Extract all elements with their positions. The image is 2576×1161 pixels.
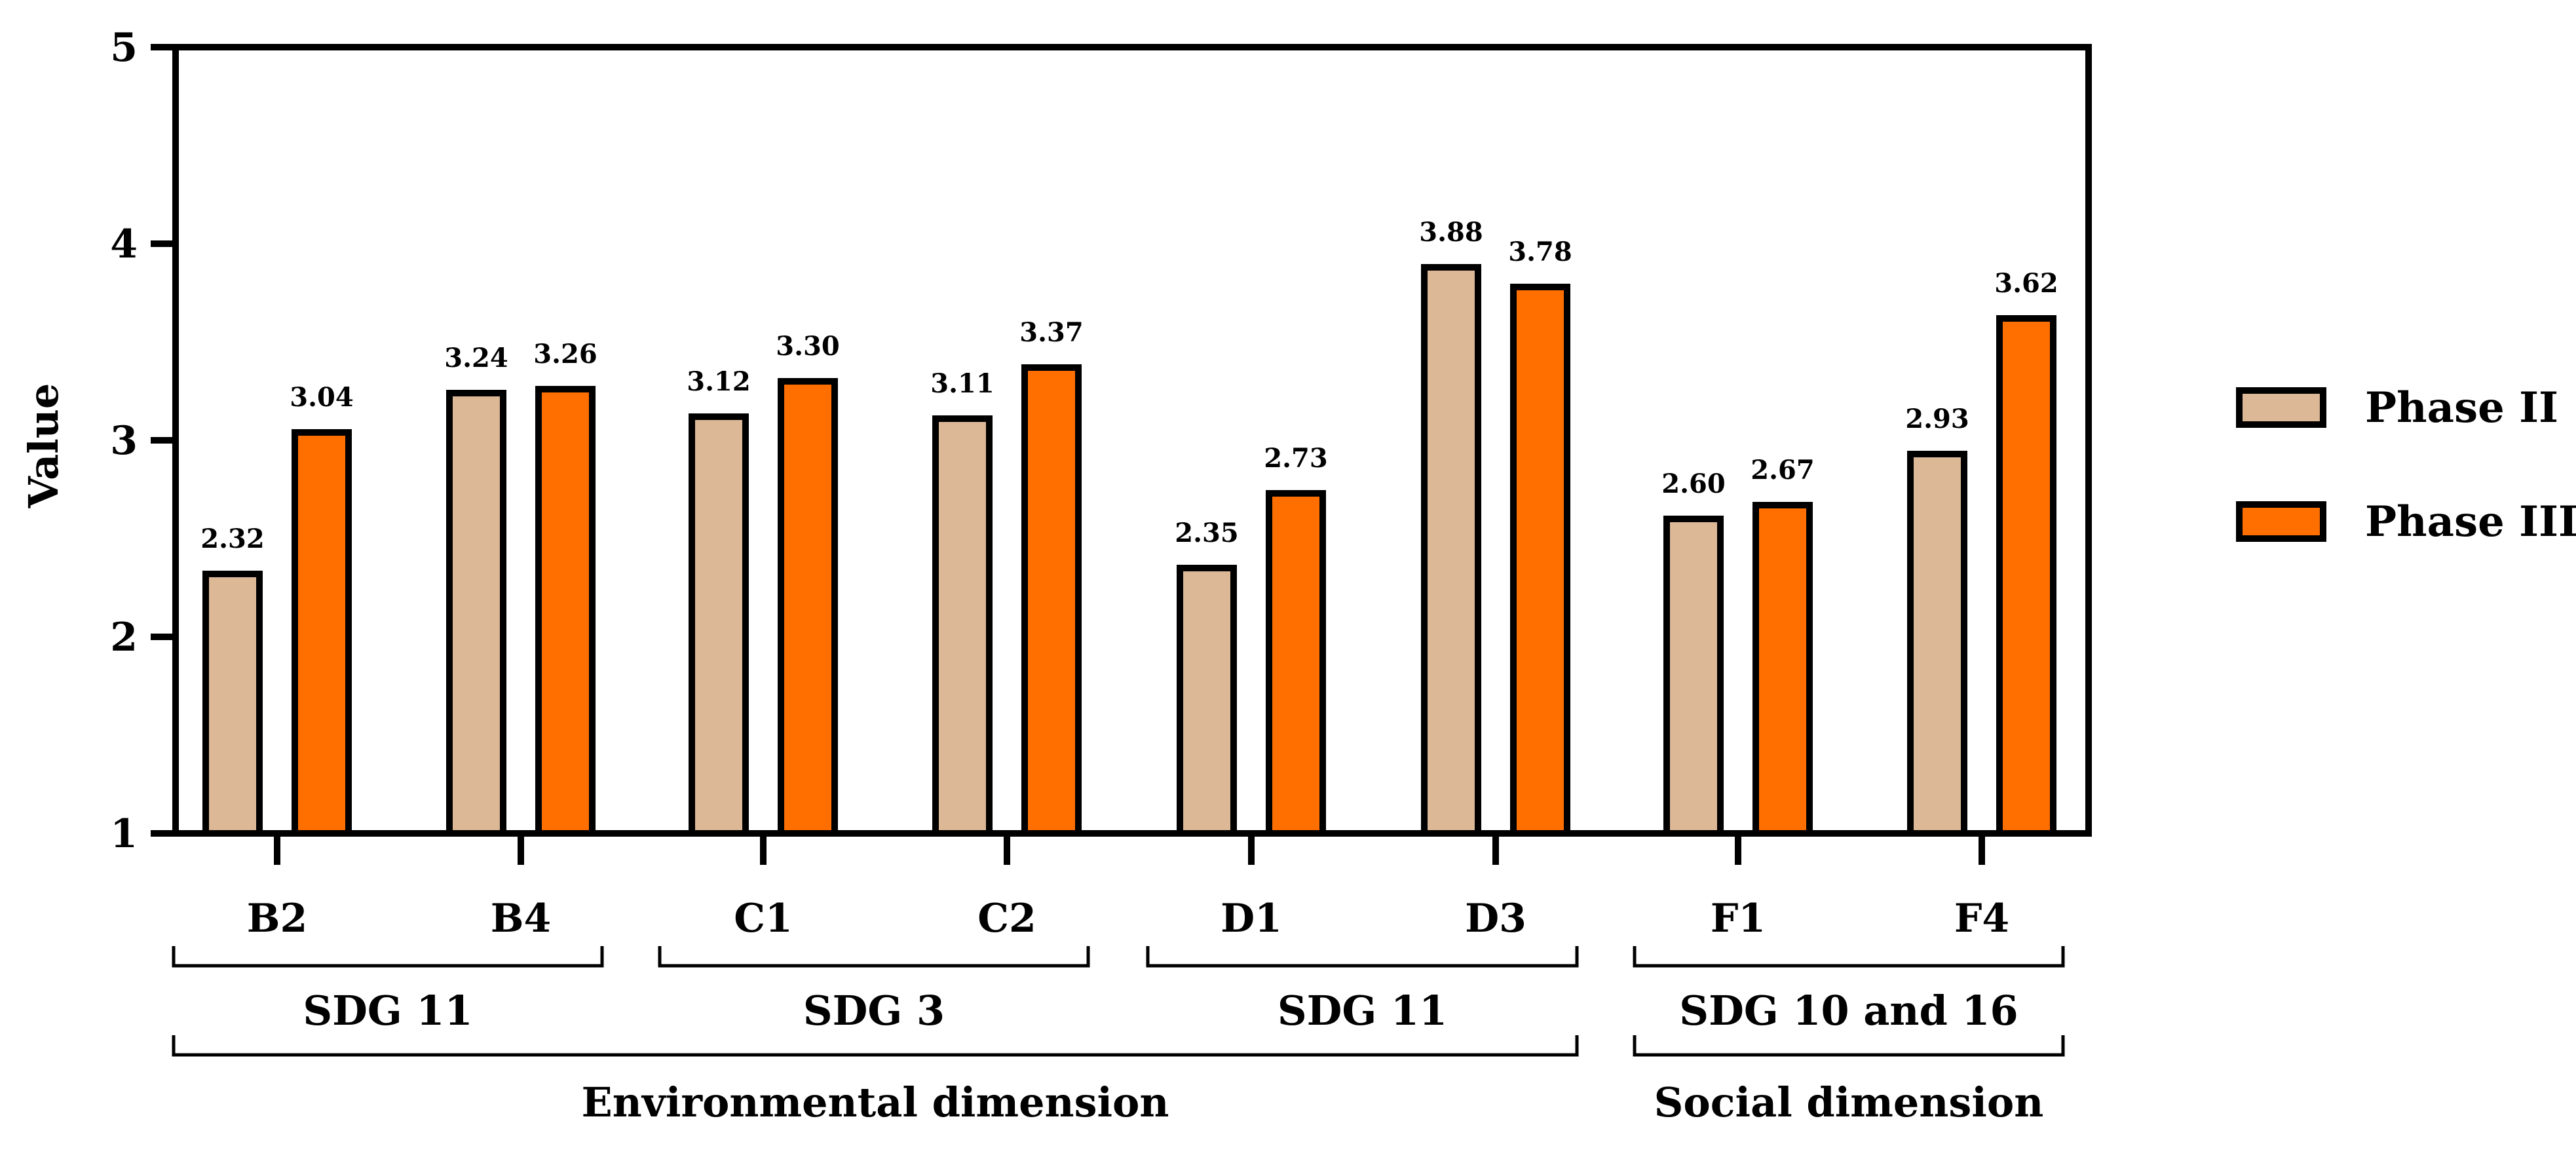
bar-phase-ii-f4 — [1907, 451, 1967, 837]
legend-label-phase-iii: Phase III — [2365, 497, 2576, 546]
x-tick-label: F4 — [1954, 896, 2009, 942]
data-label: 2.73 — [1264, 443, 1327, 474]
x-tick-label: B2 — [247, 896, 307, 942]
dimension-bracket — [172, 1035, 1579, 1057]
x-tick-label: C2 — [977, 896, 1036, 942]
x-tick-label: B4 — [491, 896, 551, 942]
data-label: 3.24 — [444, 343, 508, 373]
bar-phase-ii-c2 — [932, 415, 993, 837]
data-label: 2.67 — [1751, 455, 1814, 485]
data-label: 3.78 — [1508, 237, 1572, 267]
legend-swatch-phase-iii — [2236, 501, 2326, 542]
bar-phase-ii-c1 — [689, 413, 749, 837]
x-tick-label: D1 — [1221, 896, 1282, 942]
legend-swatch-phase-ii — [2236, 387, 2326, 428]
x-tick-label: F1 — [1711, 896, 1766, 942]
plot-area: 2.32 3.24 3.12 3.11 2.35 3.88 2.60 2.93 3.04 3.26… — [110, 25, 2092, 1126]
data-label: 3.30 — [776, 331, 839, 362]
x-tick-label: D3 — [1465, 896, 1526, 942]
data-label: 3.26 — [533, 339, 597, 370]
y-tick-label: 4 — [110, 221, 138, 267]
dimension-label: Environmental dimension — [581, 1078, 1169, 1126]
dimension-bracket — [1633, 1035, 2065, 1057]
bar-phase-ii-f1 — [1663, 516, 1724, 837]
bar-phase-iii-c2 — [1021, 364, 1082, 837]
bar-phase-iii-d1 — [1266, 490, 1326, 837]
group-label: SDG 11 — [303, 987, 472, 1035]
y-tick-label: 3 — [110, 418, 138, 464]
data-label: 2.60 — [1661, 468, 1725, 499]
bar-phase-iii-b4 — [535, 386, 596, 837]
bar-phase-ii-b2 — [202, 571, 263, 837]
group-label: SDG 10 and 16 — [1679, 987, 2018, 1035]
data-label: 3.04 — [290, 382, 353, 413]
data-label: 3.12 — [687, 366, 750, 397]
bar-phase-iii-d3 — [1510, 284, 1570, 837]
legend-label-phase-ii: Phase II — [2365, 383, 2558, 432]
data-label: 3.88 — [1419, 217, 1483, 248]
bar-phase-ii-d3 — [1421, 264, 1481, 837]
data-label: 3.62 — [1994, 268, 2058, 299]
x-tick-label: C1 — [734, 896, 793, 942]
y-tick-label: 1 — [110, 811, 138, 857]
group-bracket — [1633, 946, 2065, 968]
dimension-label: Social dimension — [1654, 1078, 2044, 1126]
bar-phase-ii-b4 — [446, 390, 506, 837]
bar-phase-iii-f4 — [1996, 315, 2056, 837]
data-label: 2.35 — [1175, 518, 1238, 548]
y-tick-label: 5 — [110, 25, 138, 71]
group-bracket — [172, 946, 604, 968]
data-label: 2.32 — [200, 523, 264, 554]
bar-phase-iii-b2 — [292, 429, 352, 837]
group-bracket — [1146, 946, 1579, 968]
bar-phase-iii-c1 — [778, 378, 838, 837]
group-label: SDG 11 — [1278, 987, 1447, 1035]
data-label: 3.11 — [930, 368, 994, 399]
group-label: SDG 3 — [803, 987, 945, 1035]
bar-phase-iii-f1 — [1752, 502, 1813, 837]
bar-phase-ii-d1 — [1177, 565, 1237, 837]
data-label: 2.93 — [1905, 404, 1969, 434]
data-label: 3.37 — [1019, 317, 1083, 348]
group-bracket — [658, 946, 1090, 968]
y-tick-label: 2 — [110, 615, 138, 660]
y-axis-title: Value — [20, 383, 67, 509]
legend: Phase II Phase III — [2236, 383, 2576, 546]
